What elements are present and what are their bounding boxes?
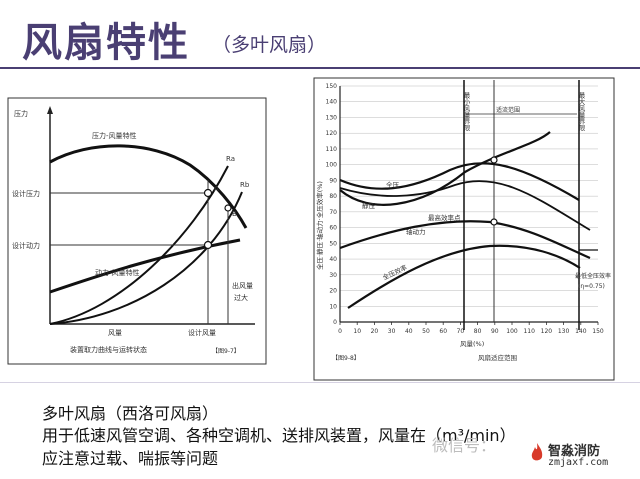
min-flow-label: 最小风量界限 xyxy=(462,92,470,133)
curve-ra-label: Ra xyxy=(226,155,235,163)
x-tick-label: 90 xyxy=(491,328,499,335)
x-tick-label: 0 xyxy=(338,328,342,335)
x-tick-label: 140 xyxy=(575,328,587,335)
x-tick-label: 100 xyxy=(506,328,518,335)
footer-line-3: 应注意过载、喘振等问题 xyxy=(42,449,219,468)
total-pressure-peak-marker xyxy=(490,156,498,164)
pressure-flow-curve xyxy=(49,144,248,229)
total-pressure-label: 全压 xyxy=(386,180,400,189)
right-frame xyxy=(313,77,615,381)
point-b-label: B xyxy=(232,210,237,218)
x-tick-label: 30 xyxy=(388,328,396,335)
efficiency-curve xyxy=(347,244,581,309)
design-power-marker xyxy=(203,240,213,250)
right-caption: 风扇适应范围 xyxy=(478,353,517,362)
max-flow-label: 最大风量界限 xyxy=(577,92,585,133)
left-figure-tag: 【图9-7】 xyxy=(212,348,240,355)
peak-efficiency-marker xyxy=(490,218,498,226)
static-pressure-extra-curve xyxy=(339,131,551,206)
power-curve-label: 动力-风量特性 xyxy=(95,268,140,277)
footer-line-2: 用于低速风管空调、各种空调机、送排风装置，风量在（m³/min） xyxy=(42,426,516,445)
point-b-marker xyxy=(224,204,232,212)
right-figure-tag: 【图9-8】 xyxy=(332,355,360,362)
x-tick-label: 120 xyxy=(541,328,553,335)
y-tick-label: 40 xyxy=(329,256,337,263)
footer-line-1: 多叶风扇（西洛可风扇） xyxy=(42,404,219,423)
right-x-label: 风量(%) xyxy=(460,340,484,348)
y-tick-label: 20 xyxy=(329,288,337,295)
min-efficiency-label-2: (η=0.75) xyxy=(578,283,605,290)
static-pressure-curve xyxy=(339,180,591,231)
min-efficiency-label-1: 最低全压效率 xyxy=(575,272,611,280)
design-power-label: 设计动力 xyxy=(12,241,40,250)
y-tick-label: 10 xyxy=(329,303,337,310)
logo-name: 智淼消防 xyxy=(548,444,601,459)
design-flow-label: 设计风量 xyxy=(188,328,216,337)
x-tick-label: 20 xyxy=(371,328,379,335)
x-tick-label: 40 xyxy=(405,328,413,335)
point-a-marker xyxy=(203,188,213,198)
brand-logo: 智淼消防 zmjaxf.com xyxy=(530,440,630,472)
total-pressure-curve xyxy=(339,162,580,201)
y-tick-label: 140 xyxy=(326,99,338,106)
x-tick-label: 150 xyxy=(592,328,604,335)
fan-pressure-flow-diagram: 压力 压力-风量特性 动力-风量特性 Ra Rb A B 设计压力 设计动力 出… xyxy=(7,97,267,365)
left-y-arrow xyxy=(47,106,53,114)
x-tick-label: 80 xyxy=(474,328,482,335)
right-y-axis-label: 全压·静压·轴动力·全压效率(%) xyxy=(315,181,324,270)
peak-efficiency-label: 最高效率点 xyxy=(428,213,461,222)
footer-divider xyxy=(0,382,640,383)
y-tick-label: 50 xyxy=(329,240,337,247)
x-tick-label: 110 xyxy=(523,328,535,335)
power-flow-curve xyxy=(49,238,241,294)
y-tick-label: 80 xyxy=(329,193,337,200)
y-tick-label: 0 xyxy=(333,319,337,326)
y-tick-label: 120 xyxy=(326,130,338,137)
y-tick-label: 100 xyxy=(326,162,338,169)
static-pressure-label: 静压 xyxy=(362,201,376,210)
title-divider xyxy=(0,67,640,69)
curve-rb-label: Rb xyxy=(240,181,250,189)
y-tick-label: 90 xyxy=(329,177,337,184)
y-tick-label: 70 xyxy=(329,209,337,216)
x-tick-label: 60 xyxy=(439,328,447,335)
excess-flow-label-2: 过大 xyxy=(234,293,248,302)
y-tick-label: 150 xyxy=(326,83,338,90)
left-x-label: 风量 xyxy=(108,329,122,337)
design-pressure-label: 设计压力 xyxy=(12,189,40,198)
system-curve-rb xyxy=(49,191,243,325)
left-caption: 装置取力曲线与运转状态 xyxy=(70,345,147,354)
x-tick-label: 70 xyxy=(457,328,465,335)
y-tick-label: 60 xyxy=(329,225,337,232)
x-tick-label: 10 xyxy=(353,328,361,335)
slide-title: 风扇特性 xyxy=(22,20,190,66)
y-tick-label: 110 xyxy=(326,146,338,153)
system-curve-ra xyxy=(49,165,229,325)
wechat-watermark: 微信号： xyxy=(432,436,497,455)
operating-range-label: 适流范围 xyxy=(496,106,520,114)
left-frame xyxy=(7,97,267,365)
x-tick-label: 50 xyxy=(422,328,430,335)
flame-icon xyxy=(531,443,543,461)
x-tick-label: 130 xyxy=(558,328,570,335)
point-a-label: A xyxy=(214,185,219,193)
logo-url: zmjaxf.com xyxy=(548,457,609,468)
shaft-power-label: 轴动力 xyxy=(406,227,426,236)
excess-flow-label-1: 出风量 xyxy=(232,281,253,290)
y-tick-label: 130 xyxy=(326,114,338,121)
pressure-curve-label: 压力-风量特性 xyxy=(92,131,137,140)
left-y-label: 压力 xyxy=(14,109,28,118)
slide-subtitle: （多叶风扇） xyxy=(212,34,327,56)
y-tick-label: 30 xyxy=(329,272,337,279)
shaft-power-curve xyxy=(339,220,591,260)
